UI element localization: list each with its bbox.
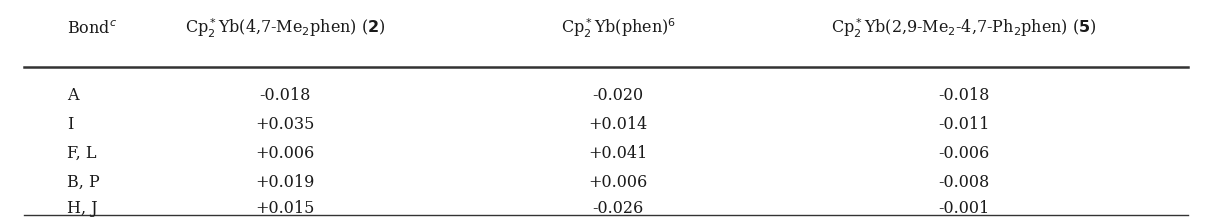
Text: -0.008: -0.008 — [938, 174, 989, 190]
Text: Bond$^c$: Bond$^c$ — [67, 20, 116, 37]
Text: +0.035: +0.035 — [256, 116, 314, 133]
Text: +0.006: +0.006 — [256, 145, 314, 162]
Text: B, P: B, P — [67, 174, 99, 190]
Text: +0.015: +0.015 — [256, 200, 314, 217]
Text: +0.006: +0.006 — [589, 174, 647, 190]
Text: Cp$^*_2$Yb(4,7-Me$_2$phen) ($\mathbf{2}$): Cp$^*_2$Yb(4,7-Me$_2$phen) ($\mathbf{2}$… — [184, 17, 385, 40]
Text: -0.020: -0.020 — [593, 87, 644, 104]
Text: A: A — [67, 87, 78, 104]
Text: +0.041: +0.041 — [589, 145, 647, 162]
Text: -0.006: -0.006 — [938, 145, 989, 162]
Text: H, J: H, J — [67, 200, 97, 217]
Text: -0.026: -0.026 — [593, 200, 644, 217]
Text: Cp$^*_2$Yb(phen)$^6$: Cp$^*_2$Yb(phen)$^6$ — [561, 17, 675, 40]
Text: I: I — [67, 116, 73, 133]
Text: F, L: F, L — [67, 145, 96, 162]
Text: +0.019: +0.019 — [256, 174, 314, 190]
Text: -0.018: -0.018 — [259, 87, 310, 104]
Text: Cp$^*_2$Yb(2,9-Me$_2$-4,7-Ph$_2$phen) ($\mathbf{5}$): Cp$^*_2$Yb(2,9-Me$_2$-4,7-Ph$_2$phen) ($… — [830, 17, 1097, 40]
Text: -0.011: -0.011 — [938, 116, 989, 133]
Text: -0.001: -0.001 — [938, 200, 989, 217]
Text: +0.014: +0.014 — [589, 116, 647, 133]
Text: -0.018: -0.018 — [938, 87, 989, 104]
